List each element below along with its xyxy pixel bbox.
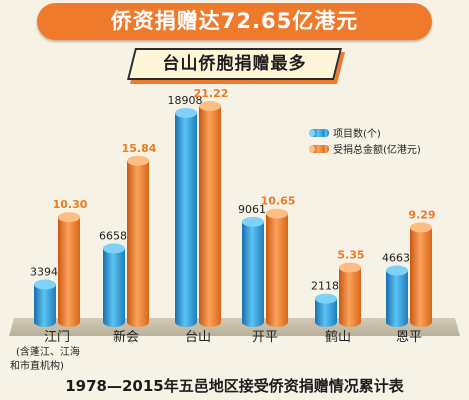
value-label-count: 3394 xyxy=(30,265,58,278)
value-label-amount: 5.35 xyxy=(337,249,364,262)
legend-swatch-0 xyxy=(309,129,329,137)
category-label: 新会 xyxy=(113,329,139,345)
category-label: 开平 xyxy=(252,330,278,345)
category-note: (含蓬江、江海 xyxy=(16,345,80,358)
value-label-count: 4663 xyxy=(382,251,410,264)
value-label-amount: 9.29 xyxy=(408,208,435,221)
value-label-count: 9061 xyxy=(238,203,266,216)
category-label: 台山 xyxy=(185,330,211,345)
bar-count-2 xyxy=(175,108,197,327)
value-label-amount: 15.84 xyxy=(122,142,157,155)
category-note: 和市直机构) xyxy=(10,359,64,372)
chart-subtitle: 台山侨胞捐赠最多 xyxy=(162,54,307,74)
legend-label-1: 受捐总金额(亿港元) xyxy=(333,143,421,156)
value-label-count: 2118 xyxy=(311,280,339,293)
legend-swatch-1 xyxy=(309,145,329,153)
category-label: 恩平 xyxy=(396,330,422,345)
bar-count-1 xyxy=(103,243,125,327)
bar-count-5 xyxy=(386,265,408,327)
value-label-amount: 21.22 xyxy=(194,87,229,100)
bar-count-0 xyxy=(34,279,56,327)
title-banner: 侨资捐赠达72.65亿港元 xyxy=(37,3,432,40)
bar-amount-5 xyxy=(410,222,432,327)
value-label-count: 18908 xyxy=(168,94,203,107)
value-label-amount: 10.65 xyxy=(261,195,296,208)
category-label: 鹤山 xyxy=(325,329,351,345)
value-label-amount: 10.30 xyxy=(53,198,88,211)
bar-amount-4 xyxy=(339,262,361,327)
legend-label-0: 项目数(个) xyxy=(333,127,381,140)
bar-count-4 xyxy=(315,293,337,327)
value-label-count: 6658 xyxy=(99,229,127,242)
bar-amount-1 xyxy=(127,155,149,327)
chart-title: 侨资捐赠达72.65亿港元 xyxy=(110,9,359,33)
chart-footnote: 1978—2015年五邑地区接受侨资捐赠情况累计表 xyxy=(65,377,404,395)
category-label: 江门 xyxy=(44,330,70,345)
bar-amount-2 xyxy=(199,101,221,327)
bar-count-3 xyxy=(242,216,264,327)
bar-amount-3 xyxy=(266,208,288,327)
bar-amount-0 xyxy=(58,212,80,327)
chart-legend: 项目数(个) 受捐总金额(亿港元) xyxy=(309,127,421,156)
